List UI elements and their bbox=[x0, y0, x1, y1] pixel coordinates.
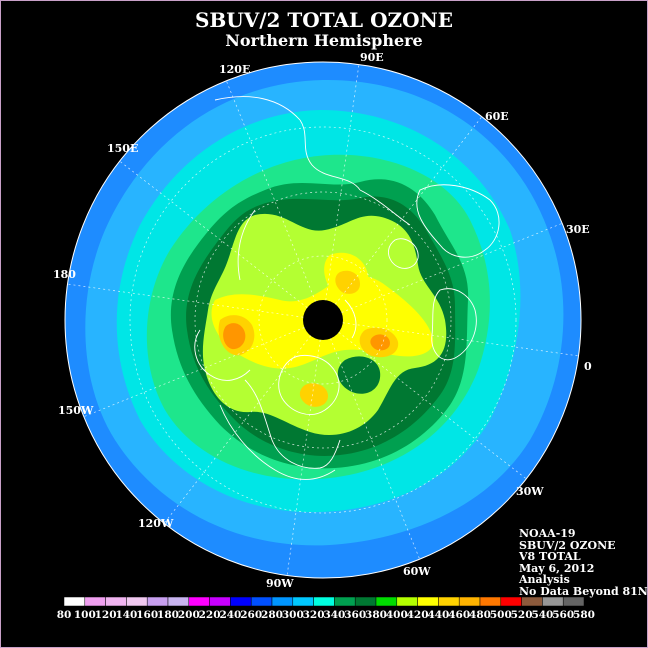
legend-swatch bbox=[84, 596, 106, 607]
ozone-band-9d bbox=[299, 383, 328, 407]
lon-label-30e: 30E bbox=[566, 223, 590, 236]
legend-swatch bbox=[167, 596, 190, 607]
lon-label-0: 0 bbox=[584, 360, 592, 373]
map-title: SBUV/2 TOTAL OZONE bbox=[194, 8, 454, 32]
legend-swatch bbox=[375, 596, 398, 607]
legend-swatch bbox=[438, 596, 460, 607]
legend-tick-label: 460 bbox=[448, 609, 470, 621]
lon-label-90w: 90W bbox=[266, 577, 294, 590]
legend-swatch bbox=[542, 596, 564, 607]
legend-swatch bbox=[396, 596, 418, 607]
info-note: No Data Beyond 81N bbox=[519, 584, 648, 598]
lon-label-60e: 60E bbox=[485, 110, 509, 123]
legend-tick-label: 360 bbox=[344, 609, 366, 621]
lon-label-120w: 120W bbox=[138, 517, 174, 530]
legend-swatch bbox=[188, 596, 210, 607]
pole-no-data bbox=[303, 300, 343, 340]
info-block: NOAA-19 SBUV/2 OZONE V8 TOTAL May 6, 201… bbox=[519, 528, 648, 597]
legend-swatch bbox=[271, 596, 294, 607]
info-product: SBUV/2 OZONE bbox=[519, 538, 616, 552]
legend-tick-label: 240 bbox=[219, 609, 241, 621]
latitude-lines bbox=[129, 126, 517, 514]
legend-swatch bbox=[105, 596, 127, 607]
legend-tick-label: 220 bbox=[199, 609, 221, 621]
lon-label-180: 180 bbox=[53, 268, 76, 281]
lon-label-30w: 30W bbox=[516, 485, 544, 498]
legend-swatch bbox=[479, 596, 502, 607]
legend-tick-label: 560 bbox=[552, 609, 574, 621]
legend-tick-label: 520 bbox=[511, 609, 533, 621]
legend-swatch bbox=[354, 596, 377, 607]
info-version: V8 TOTAL bbox=[519, 550, 581, 563]
coastlines bbox=[194, 96, 500, 480]
lon-label-120e: 120E bbox=[219, 63, 250, 76]
map-subtitle: Northern Hemisphere bbox=[225, 31, 423, 50]
legend-swatch bbox=[521, 596, 543, 607]
legend-tick-label: 160 bbox=[136, 609, 158, 621]
legend-swatches bbox=[63, 596, 585, 607]
legend-tick-label: 200 bbox=[178, 609, 200, 621]
legend-tick-label: 100 bbox=[74, 609, 96, 621]
legend-swatch bbox=[63, 596, 86, 607]
legend-tick-label: 300 bbox=[282, 609, 304, 621]
legend-swatch bbox=[292, 596, 314, 607]
legend-tick-label: 140 bbox=[115, 609, 137, 621]
info-type: Analysis bbox=[519, 573, 570, 586]
ozone-band-10b bbox=[370, 334, 390, 351]
legend-swatch bbox=[313, 596, 335, 607]
legend-swatch bbox=[209, 596, 231, 607]
legend-tick-label: 180 bbox=[157, 609, 179, 621]
legend-swatch bbox=[417, 596, 439, 607]
info-satellite: NOAA-19 bbox=[519, 527, 576, 540]
lon-label-150w: 150W bbox=[58, 404, 94, 417]
legend-swatch bbox=[146, 596, 169, 607]
legend-tick-label: 320 bbox=[303, 609, 325, 621]
info-date: May 6, 2012 bbox=[519, 561, 595, 575]
legend-tick-label: 500 bbox=[490, 609, 512, 621]
legend-swatch bbox=[230, 596, 252, 607]
legend-swatch bbox=[250, 596, 273, 607]
legend-swatch bbox=[562, 596, 585, 607]
lon-label-90e: 90E bbox=[360, 51, 384, 64]
legend-tick-label: 400 bbox=[386, 609, 408, 621]
legend-tick-label: 580 bbox=[573, 609, 595, 621]
lon-label-60w: 60W bbox=[403, 565, 431, 578]
lon-label-150e: 150E bbox=[107, 142, 138, 155]
legend-swatch bbox=[334, 596, 356, 607]
legend-tick-label: 440 bbox=[427, 609, 449, 621]
legend-tick-label: 480 bbox=[469, 609, 491, 621]
legend-swatch bbox=[500, 596, 522, 607]
legend-swatch bbox=[458, 596, 481, 607]
ozone-low-cell bbox=[337, 356, 381, 394]
legend-tick-labels: 80 10012014016018020022024026028030032034… bbox=[57, 609, 595, 621]
legend-tick-label: 420 bbox=[407, 609, 429, 621]
ozone-band-10 bbox=[223, 323, 246, 350]
legend-tick-label: 340 bbox=[323, 609, 345, 621]
legend-tick-label: 260 bbox=[240, 609, 262, 621]
legend-tick-label: 280 bbox=[261, 609, 283, 621]
legend-tick-label: 80 bbox=[57, 609, 72, 621]
ozone-band-9c bbox=[335, 270, 360, 294]
legend-tick-label: 380 bbox=[365, 609, 387, 621]
legend-swatch bbox=[126, 596, 148, 607]
legend-tick-label: 120 bbox=[95, 609, 117, 621]
legend-tick-label: 540 bbox=[531, 609, 553, 621]
